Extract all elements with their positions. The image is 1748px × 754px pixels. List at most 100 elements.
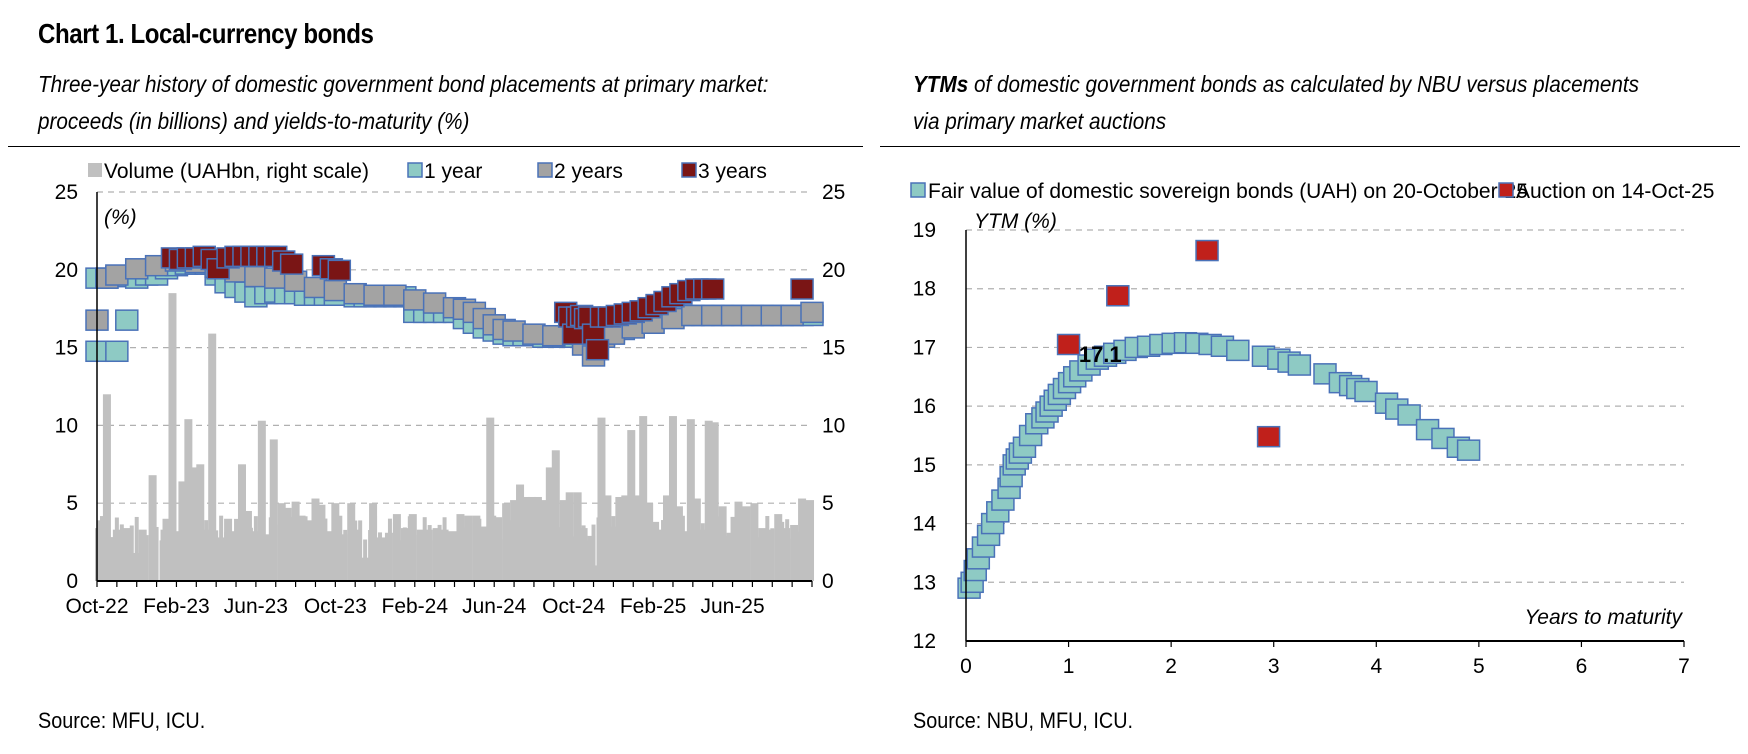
- volume-bar-fill: [313, 540, 318, 581]
- volume-bar-fill: [497, 530, 502, 581]
- y-tick-label: 16: [913, 395, 936, 418]
- y-left-tick-label: 15: [55, 337, 78, 360]
- right-source: Source: NBU, MFU, ICU.: [913, 708, 1134, 733]
- volume-bar-fill: [258, 534, 263, 581]
- volume-bar-fill: [417, 536, 422, 581]
- volume-bar-fill: [278, 540, 283, 581]
- left-axes: Oct-22 Feb-23 Jun-23 Oct-23 Feb-24 Jun-24 Oct-…: [55, 181, 846, 618]
- volume-bar-fill: [437, 524, 442, 581]
- volume-bar-fill: [248, 527, 253, 581]
- volume-bar-fill: [531, 532, 536, 581]
- volume-bar: [208, 333, 217, 581]
- y-left-tick-label: 10: [55, 414, 78, 437]
- volume-bar-fill: [785, 519, 790, 581]
- x-tick-label: Feb-25: [620, 595, 687, 618]
- left-subtitle-line2: proceeds (in billions) and yields-to-mat…: [38, 108, 470, 134]
- volume-bar-fill: [214, 530, 219, 581]
- volume-bar-fill: [656, 539, 661, 581]
- x-tick-label: Feb-23: [143, 595, 210, 618]
- y-axis-title: YTM (%): [974, 210, 1057, 233]
- volume-bar-fill: [238, 522, 243, 581]
- volume-bar-fill: [298, 534, 303, 581]
- volume-bar-fill: [675, 529, 680, 581]
- y-right-tick-label: 25: [822, 181, 845, 204]
- right-chart: Fair value of domestic sovereign bonds (…: [910, 180, 1714, 678]
- volume-bar-fill: [661, 520, 666, 581]
- y-tick-label: 15: [913, 454, 936, 477]
- volume-bar-fill: [492, 515, 497, 581]
- volume-bar: [102, 394, 111, 581]
- volume-bar: [184, 419, 193, 581]
- volume-bar-fill: [477, 518, 482, 581]
- volume-bar-fill: [293, 536, 298, 581]
- legend-label-2: 2 years: [554, 160, 623, 183]
- volume-bar-fill: [373, 515, 378, 581]
- y-right-tick-label: 5: [822, 492, 834, 515]
- volume-bar-fill: [353, 520, 358, 581]
- volume-bar-fill: [104, 534, 109, 581]
- fair-value-marker: [1354, 380, 1378, 403]
- volume-bar-fill: [224, 532, 229, 581]
- volume-bar-fill: [765, 516, 770, 581]
- left-source: Source: MFU, ICU.: [38, 708, 206, 733]
- volume-bar-fill: [144, 535, 149, 581]
- volume-bar-fill: [199, 520, 204, 581]
- volume-bar-fill: [422, 517, 427, 581]
- volume-bar-fill: [715, 516, 720, 581]
- volume-bar: [627, 430, 636, 581]
- right-gridlines: [966, 229, 1684, 583]
- volume-bar-fill: [725, 536, 730, 581]
- volume-bar-fill: [179, 532, 184, 581]
- volume-bar-fill: [219, 515, 224, 581]
- volume-bar-fill: [263, 536, 268, 581]
- volume-bar-fill: [308, 527, 313, 581]
- legend-label-0: Volume (UAHbn, right scale): [104, 160, 369, 183]
- auction-marker: [1106, 285, 1130, 307]
- volume-bar-fill: [576, 517, 581, 581]
- volume-bar-fill: [626, 522, 631, 581]
- volume-bar-fill: [452, 534, 457, 581]
- volume-bar-fill: [229, 538, 234, 581]
- volume-bar-fill: [382, 538, 387, 581]
- volume-bar-fill: [526, 515, 531, 581]
- volume-bar-fill: [338, 515, 343, 581]
- volume-bar-fill: [243, 540, 248, 581]
- volume-bar-fill: [472, 522, 477, 581]
- volume-bar-fill: [730, 516, 735, 581]
- chart-heading: Chart 1. Local-currency bonds: [38, 18, 374, 49]
- ytm-markers: 17.1: [957, 239, 1481, 599]
- volume-bar-fill: [174, 538, 179, 581]
- volume-bar-fill: [800, 515, 805, 581]
- marker-2-years: [780, 304, 804, 327]
- right-legend: Fair value of domestic sovereign bonds (…: [910, 180, 1714, 203]
- volume-bar-fill: [457, 516, 462, 581]
- volume-bar-fill: [333, 532, 338, 581]
- volume-bar-fill: [303, 516, 308, 581]
- y-left-tick-label: 0: [66, 570, 78, 593]
- left-header-rule: [8, 146, 863, 147]
- volume-bar: [311, 498, 320, 581]
- marker-3-years: [585, 338, 610, 361]
- volume-bar-fill: [154, 526, 159, 581]
- volume-bar-fill: [611, 516, 616, 581]
- volume-bar-fill: [631, 518, 636, 581]
- volume-bar-fill: [402, 527, 407, 581]
- volume-bar-fill: [273, 524, 278, 581]
- volume-bar-fill: [551, 540, 556, 581]
- right-subtitle-rest: of domestic government bonds as calculat…: [968, 71, 1639, 97]
- legend-swatch-2: [537, 162, 553, 178]
- volume-bar-fill: [591, 524, 596, 581]
- x-tick-label: 7: [1678, 655, 1690, 678]
- x-tick-label: 0: [960, 655, 972, 678]
- volume-bar: [710, 422, 719, 581]
- y-left-tick-label: 25: [55, 181, 78, 204]
- x-tick-label: Oct-22: [65, 595, 128, 618]
- fair-value-marker: [1397, 404, 1421, 426]
- legend-label-1: 1 year: [424, 160, 482, 183]
- left-subtitle-line1: Three-year history of domestic governmen…: [38, 71, 769, 97]
- volume-bar: [633, 495, 642, 581]
- volume-bar-fill: [194, 539, 199, 581]
- volume-bar-fill: [536, 538, 541, 581]
- legend-swatch-3: [681, 162, 697, 178]
- left-legend: Volume (UAHbn, right scale) 1 year 2 years…: [88, 160, 767, 183]
